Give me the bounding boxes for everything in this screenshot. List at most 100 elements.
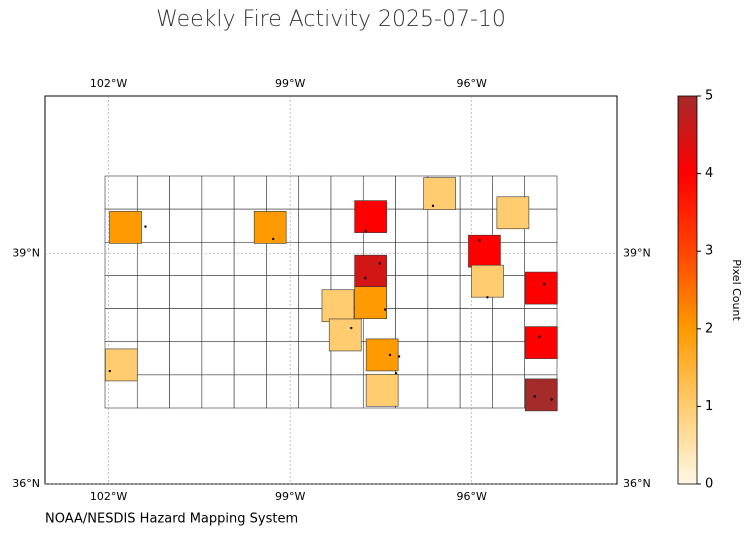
county — [201, 341, 235, 376]
colorbar-tick-label: 0 — [705, 477, 713, 492]
colorbar-label: Pixel Count — [730, 259, 743, 321]
fire-county — [525, 271, 558, 305]
county — [136, 275, 170, 309]
county — [298, 374, 332, 409]
county — [266, 308, 300, 343]
fire-county — [365, 338, 399, 372]
colorbar-tick-label: 3 — [705, 244, 713, 259]
colorbar-tick-label: 4 — [705, 166, 713, 181]
county — [201, 241, 235, 276]
fire-county — [104, 348, 138, 382]
county — [266, 341, 300, 376]
credit: NOAA/NESDIS Hazard Mapping System — [45, 512, 298, 527]
county — [298, 208, 332, 243]
x-tick-label: 96°W — [457, 77, 487, 90]
county — [266, 241, 300, 276]
county-borders — [104, 175, 558, 409]
fire-county — [328, 318, 362, 352]
fire-county — [468, 234, 501, 268]
county — [395, 175, 429, 210]
x-tick-label: 99°W — [275, 490, 305, 503]
county — [395, 308, 429, 343]
county — [233, 175, 267, 210]
colorbar-tick-label: 2 — [705, 321, 713, 336]
county — [427, 308, 461, 343]
fire-county — [109, 211, 142, 244]
county — [395, 208, 429, 243]
county — [427, 208, 461, 243]
fire-point — [378, 262, 381, 265]
county — [395, 275, 429, 309]
county — [524, 208, 558, 243]
y-tick-label: 36°N — [623, 477, 651, 490]
county — [233, 341, 267, 376]
fire-point — [550, 398, 553, 401]
fire-point — [538, 335, 541, 338]
county — [266, 175, 300, 210]
county — [169, 374, 203, 409]
y-tick-label: 36°N — [12, 477, 40, 490]
fire-county — [525, 326, 558, 359]
county — [427, 374, 461, 409]
fire-county — [354, 200, 387, 233]
county — [266, 374, 300, 409]
x-tick-label: 102°W — [90, 77, 127, 90]
county — [233, 241, 267, 276]
fire-point — [271, 237, 275, 241]
y-tick-label: 39°N — [12, 247, 40, 260]
y-tick-label: 39°N — [623, 247, 651, 260]
county — [427, 241, 461, 276]
county — [136, 341, 170, 376]
fire-point — [144, 225, 147, 228]
county — [104, 308, 138, 343]
county — [395, 341, 429, 376]
county — [298, 175, 332, 210]
fire-county — [354, 286, 387, 319]
county — [459, 341, 493, 376]
county — [169, 241, 203, 276]
county — [298, 241, 332, 276]
colorbar — [677, 95, 698, 485]
map-title: Weekly Fire Activity 2025-07-10 — [156, 7, 506, 32]
fire-point — [364, 230, 368, 233]
fire-point — [350, 326, 353, 330]
colorbar-tick-label: 1 — [705, 399, 713, 414]
fire-point — [543, 283, 546, 286]
county — [201, 275, 235, 309]
county — [524, 175, 558, 210]
x-tick-label: 99°W — [275, 77, 305, 90]
fire-point — [383, 308, 387, 311]
x-tick-label: 96°W — [457, 490, 487, 503]
county — [233, 308, 267, 343]
county — [136, 374, 170, 409]
fire-point — [478, 239, 481, 242]
county — [136, 175, 170, 210]
fire-point — [108, 369, 111, 373]
county — [136, 208, 170, 243]
county — [169, 208, 203, 243]
fire-county — [525, 378, 558, 412]
fire-point — [486, 296, 489, 299]
fire-county — [321, 289, 355, 323]
county — [233, 374, 267, 409]
fire-county — [471, 264, 504, 298]
county — [298, 341, 332, 376]
colorbar-tick-label: 5 — [705, 89, 713, 104]
county — [169, 275, 203, 309]
county — [459, 308, 493, 343]
county — [492, 308, 526, 343]
fire-county — [253, 211, 287, 244]
county — [427, 275, 461, 309]
fire-county — [423, 177, 456, 210]
county — [395, 241, 429, 276]
fire-county — [354, 254, 387, 288]
county — [266, 275, 300, 309]
county — [395, 374, 429, 409]
fire-point — [533, 395, 536, 398]
county — [104, 241, 138, 276]
county — [492, 341, 526, 376]
fire-county — [365, 373, 399, 407]
county — [104, 175, 138, 210]
county — [330, 374, 364, 409]
